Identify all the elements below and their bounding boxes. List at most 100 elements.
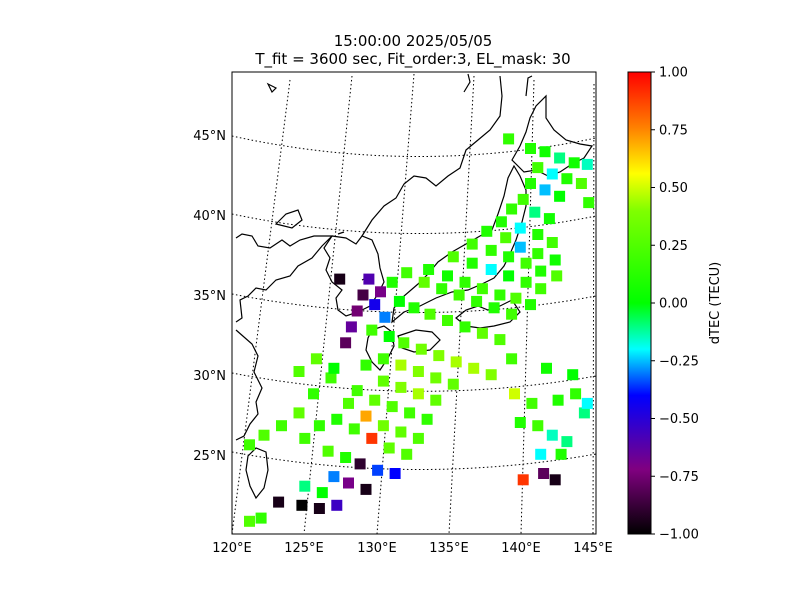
dtec-point [412, 366, 424, 377]
dtec-point [549, 254, 561, 266]
dtec-point [546, 168, 558, 180]
dtec-point [313, 503, 325, 514]
dtec-point [476, 327, 488, 339]
dtec-point [395, 359, 407, 371]
dtec-point [345, 321, 357, 333]
dtec-point [369, 394, 381, 406]
dtec-point [299, 480, 311, 492]
dtec-point [494, 289, 506, 301]
colorbar-gradient [627, 71, 652, 535]
dtec-point [532, 229, 544, 240]
dtec-point [567, 369, 579, 381]
dtec-point [293, 407, 305, 419]
dtec-point [525, 299, 536, 311]
dtec-points [244, 133, 595, 527]
dtec-point [581, 158, 593, 170]
dtec-point [549, 474, 561, 486]
dtec-point [459, 321, 471, 333]
dtec-point [408, 302, 420, 314]
dtec-point [255, 512, 267, 524]
dtec-point [485, 369, 497, 381]
dtec-point [526, 397, 538, 409]
coastline [235, 73, 594, 500]
dtec-point [447, 251, 459, 263]
dtec-point [506, 203, 518, 215]
chart-title: 15:00:00 2025/05/05 [334, 32, 493, 50]
dtec-point [535, 283, 547, 295]
colorbar: 1.00 0.75 0.50 0.25 0.00 −0.25 −0.50 −0.75 −1.00… [627, 66, 723, 543]
lon-tick-label: 120°E [212, 541, 252, 556]
dtec-point [532, 420, 544, 432]
colorbar-tick-label: −0.25 [659, 354, 699, 369]
dtec-point [401, 267, 413, 279]
dtec-point [316, 487, 328, 499]
dtec-point [517, 193, 529, 205]
dtec-point [377, 353, 389, 365]
dtec-point [468, 362, 480, 374]
dtec-point [514, 417, 526, 428]
dtec-point [476, 283, 488, 295]
lat-tick-label: 45°N [193, 129, 226, 144]
dtec-point [581, 397, 593, 409]
lon-tick-label: 125°E [284, 541, 324, 556]
dtec-point [453, 289, 465, 301]
dtec-point [331, 413, 343, 425]
dtec-point [348, 423, 360, 435]
dtec-point [313, 420, 325, 432]
dtec-point [543, 213, 555, 225]
dtec-point [424, 308, 436, 320]
dtec-point [401, 448, 413, 460]
dtec-point [360, 483, 372, 495]
dtec-point [539, 184, 551, 196]
dtec-point [340, 337, 352, 349]
lon-tick-label: 140°E [501, 541, 541, 556]
lat-tick-label: 25°N [193, 449, 226, 464]
dtec-point [561, 173, 573, 185]
dtec-point [360, 410, 372, 422]
dtec-point [375, 286, 386, 298]
dtec-point [552, 394, 564, 406]
dtec-point [494, 334, 506, 346]
dtec-point [386, 276, 398, 288]
map-panel [232, 73, 596, 534]
dtec-point [532, 162, 544, 174]
colorbar-tick-label: −1.00 [659, 528, 699, 543]
dtec-point [293, 366, 305, 377]
dtec-point [366, 324, 378, 336]
dtec-point [495, 216, 507, 228]
dtec-point [412, 388, 424, 400]
dtec-point [379, 311, 391, 323]
dtec-point [328, 362, 340, 374]
dtec-point [331, 499, 343, 511]
dtec-point [554, 152, 566, 164]
dtec-point [541, 362, 552, 374]
dtec-point [377, 375, 389, 387]
lat-tick-label: 30°N [193, 369, 226, 384]
dtec-point [383, 442, 395, 454]
dtec-point [354, 458, 366, 470]
dtec-point [244, 515, 255, 527]
dtec-point [436, 283, 448, 295]
dtec-point [514, 241, 526, 253]
dtec-point [334, 273, 346, 285]
dtec-point [433, 350, 445, 362]
colorbar-tick-label: 0.25 [659, 239, 688, 254]
map-frame [231, 71, 597, 535]
dtec-point [520, 276, 532, 288]
dtec-point [423, 264, 435, 275]
dtec-point [510, 292, 522, 304]
dtec-point [386, 401, 398, 413]
dtec-point [415, 343, 427, 355]
colorbar-tick-label: 0.00 [659, 297, 688, 312]
longitude-labels: 120°E 125°E 130°E 135°E 140°E 145°E [212, 541, 613, 556]
colorbar-tick-label: −0.75 [659, 470, 699, 485]
dtec-point [395, 426, 407, 438]
dtec-point [442, 270, 453, 282]
dtec-point [310, 353, 322, 365]
dtec-point [244, 439, 255, 451]
dtec-point [532, 248, 544, 260]
dtec-point [430, 394, 442, 406]
dtec-point [360, 359, 372, 371]
dtec-point [369, 299, 381, 311]
dtec-point [555, 448, 567, 460]
